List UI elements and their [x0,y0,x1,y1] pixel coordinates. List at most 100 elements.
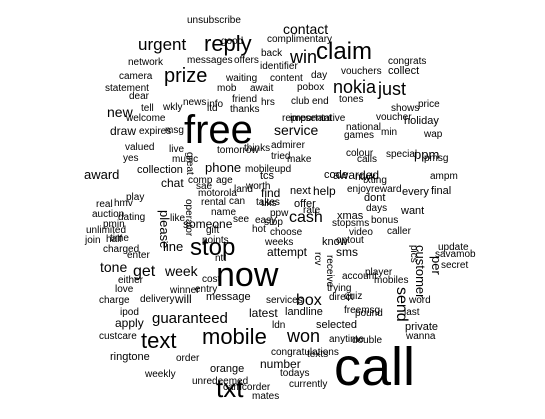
word-174: worth [246,181,271,192]
word-42: collection [137,164,183,176]
word-62: pobox [297,82,325,93]
word-10: won [287,326,321,346]
word-24: new [107,104,133,120]
word-19: service [274,122,319,138]
word-76: friend [232,94,258,105]
word-146: charge [99,295,130,306]
word-56: waiting [226,73,258,84]
word-171: age [216,175,233,186]
word-157: time [110,233,129,244]
word-30: phone [205,160,242,175]
word-152: enter [127,250,150,261]
word-173: takes [256,197,280,208]
word-149: winner [170,285,200,296]
word-79: important [290,113,332,124]
word-156: unlimited [86,225,127,236]
word-22: week [165,263,198,279]
word-106: bonus [371,215,399,226]
word-6: stop [190,234,236,261]
word-130: camcorder [223,382,271,393]
word-9: prize [164,65,208,87]
word-191: weeks [265,237,294,248]
word-135: congratulations [271,347,339,358]
word-75: hrs [261,97,275,108]
word-77: ltd [207,103,218,114]
word-73: tell [141,103,154,114]
word-17: urgent [138,35,187,54]
word-163: play [126,192,145,203]
word-15: nokia [333,77,377,97]
word-52: camera [119,71,153,82]
word-144: ipod [120,307,139,318]
word-0: call [334,337,416,397]
word-154: half [106,234,123,245]
word-50: complimentary [267,34,333,45]
word-104: want [401,205,425,217]
word-84: min [381,127,398,138]
word-196: receive [324,255,335,288]
word-63: club [291,96,310,107]
word-32: line [163,239,184,254]
word-117: savamob [435,249,476,260]
word-27: ppm [414,147,440,162]
word-185: someone [183,217,233,231]
word-35: draw [110,124,137,138]
word-190: choose [270,227,303,238]
word-13: get [133,263,156,280]
word-87: valued [125,142,155,153]
word-175: mobileupd [245,164,292,175]
word-7: claim [316,38,373,65]
word-186: see [233,214,250,225]
word-45: selected [316,319,357,331]
word-132: weekly [145,369,176,380]
word-36: apply [115,316,144,330]
word-2: now [216,256,279,294]
word-198: ppw [270,208,289,219]
word-3: txt [216,373,244,403]
word-189: points [202,235,229,246]
word-95: admirer [271,140,305,151]
word-121: player [365,267,393,278]
word-202: operator [183,199,194,237]
word-166: music [172,154,199,165]
word-31: will [175,292,192,306]
word-64: end [312,96,329,107]
word-126: double [352,335,383,346]
word-14: win [290,47,318,67]
word-88: expires [139,126,172,137]
word-199: txting [363,175,387,186]
word-81: voucher [376,112,412,123]
word-150: love [115,284,134,295]
word-49: good [221,36,244,47]
word-68: congrats [388,56,427,67]
word-181: rate [303,205,321,216]
word-112: video [349,227,373,238]
word-197: stop [264,217,283,228]
word-96: special [386,149,418,160]
word-192: ntt [215,253,227,264]
word-122: mobiles [374,275,409,286]
word-99: wap [424,129,443,140]
word-184: name [211,207,237,218]
word-61: back [261,48,283,59]
word-71: news [183,97,207,108]
word-97: colour [346,148,374,159]
word-18: contact [283,21,329,37]
word-85: shows [391,103,420,114]
word-92: thinks [244,143,271,154]
word-176: find [261,186,281,200]
word-40: know [322,236,348,248]
word-91: tomorrow [217,145,259,156]
word-127: anytime [329,334,365,345]
word-155: join [85,235,101,246]
word-170: comp [188,175,213,186]
word-34: chat [161,176,184,190]
word-105: dont [364,192,386,204]
word-107: days [366,203,388,214]
word-204: ntwk [355,172,376,183]
word-47: orange [210,363,245,375]
word-160: dating [118,212,146,223]
word-194: attempt [267,245,308,259]
word-72: wkly [163,102,183,113]
